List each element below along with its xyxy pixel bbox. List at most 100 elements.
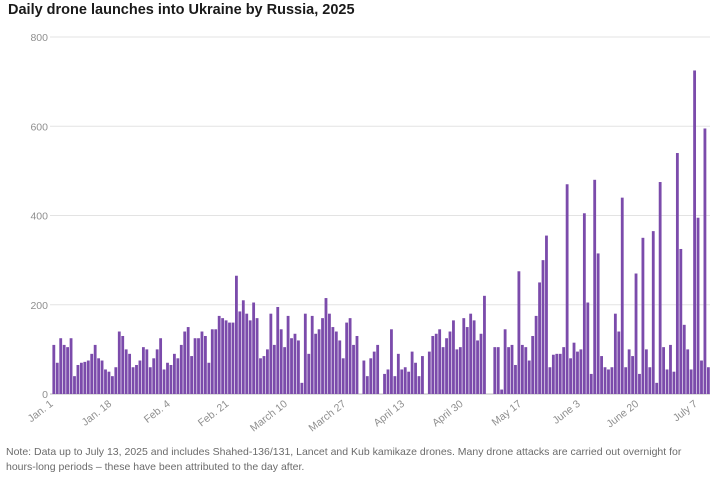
bar (665, 369, 669, 394)
bar (221, 318, 225, 394)
bar (648, 367, 652, 394)
bar (162, 369, 166, 394)
bar (324, 298, 328, 394)
bar (572, 342, 576, 394)
bar (500, 389, 504, 394)
bar (348, 318, 352, 394)
bar (259, 358, 262, 394)
bar (152, 358, 156, 394)
bar (193, 338, 197, 394)
bar (545, 235, 548, 394)
bar (114, 367, 118, 394)
bar (706, 367, 710, 394)
bar (586, 302, 590, 394)
bar (431, 335, 435, 394)
x-tick-label: Jan. 1 (26, 398, 56, 425)
bar (66, 347, 70, 394)
bar (662, 347, 665, 394)
bar (607, 369, 610, 394)
bar (179, 344, 183, 394)
bar (617, 331, 621, 394)
bar (83, 361, 87, 394)
bar (217, 315, 221, 394)
bar (62, 344, 66, 394)
x-tick-label: May 17 (490, 398, 525, 429)
bar (427, 351, 431, 394)
y-tick-label: 200 (30, 300, 48, 312)
bar (317, 329, 321, 394)
bar (462, 318, 466, 394)
bar (689, 369, 693, 394)
bar (434, 333, 438, 394)
bar (331, 327, 335, 394)
bar (110, 376, 114, 394)
x-tick-label: Jan. 18 (80, 398, 115, 429)
gridlines (50, 36, 710, 395)
bar (576, 351, 579, 394)
bar (624, 367, 628, 394)
x-tick-label: Feb. 4 (142, 398, 173, 426)
bar (200, 331, 204, 394)
bar (410, 351, 414, 394)
bar (176, 358, 180, 394)
bar (269, 313, 273, 394)
bar (565, 184, 569, 394)
bar (90, 353, 94, 394)
bar (669, 344, 672, 394)
bar (679, 248, 683, 394)
bar (600, 356, 603, 394)
bar (603, 367, 607, 394)
bars (52, 70, 710, 395)
bar (631, 356, 634, 394)
bar (190, 356, 194, 394)
bar (686, 349, 690, 395)
bar (307, 353, 311, 394)
bar (279, 329, 283, 394)
y-tick-label: 400 (30, 211, 48, 223)
bar (503, 329, 507, 394)
bar (248, 320, 252, 394)
bar (407, 371, 411, 394)
y-tick-label: 800 (30, 32, 48, 44)
bar (341, 358, 345, 394)
bar (293, 333, 297, 394)
bar (675, 153, 679, 394)
bar (245, 313, 249, 394)
bar (107, 371, 111, 394)
bar (124, 349, 128, 395)
x-tick-label: July 7 (671, 398, 700, 424)
bar (465, 327, 469, 394)
bar (183, 331, 187, 394)
y-tick-label: 0 (42, 389, 48, 401)
bar (203, 335, 207, 394)
bar (235, 275, 238, 394)
bar (438, 329, 442, 394)
bar (52, 344, 56, 394)
bar (334, 331, 338, 394)
bar (197, 338, 200, 394)
bar (520, 344, 524, 394)
bar (469, 313, 473, 394)
x-axis-ticks: Jan. 1 Jan. 18 Feb. 4 Feb. 21 March 10 March … (26, 398, 700, 435)
bar (693, 70, 697, 394)
bar (224, 320, 228, 394)
bar (703, 128, 707, 395)
bar (314, 333, 318, 394)
bar (365, 376, 369, 394)
bar (613, 313, 617, 394)
bar (338, 340, 342, 394)
bar (241, 300, 245, 394)
bar (121, 335, 125, 394)
bar (582, 213, 586, 394)
x-tick-label: March 10 (248, 398, 290, 435)
bar (97, 358, 101, 394)
bar (458, 347, 462, 394)
bar (421, 356, 424, 394)
bar (131, 367, 135, 394)
bar (145, 349, 149, 395)
bar (300, 382, 304, 394)
bar (117, 331, 121, 394)
bar (493, 347, 497, 394)
bar (531, 335, 535, 394)
bar (455, 349, 459, 395)
